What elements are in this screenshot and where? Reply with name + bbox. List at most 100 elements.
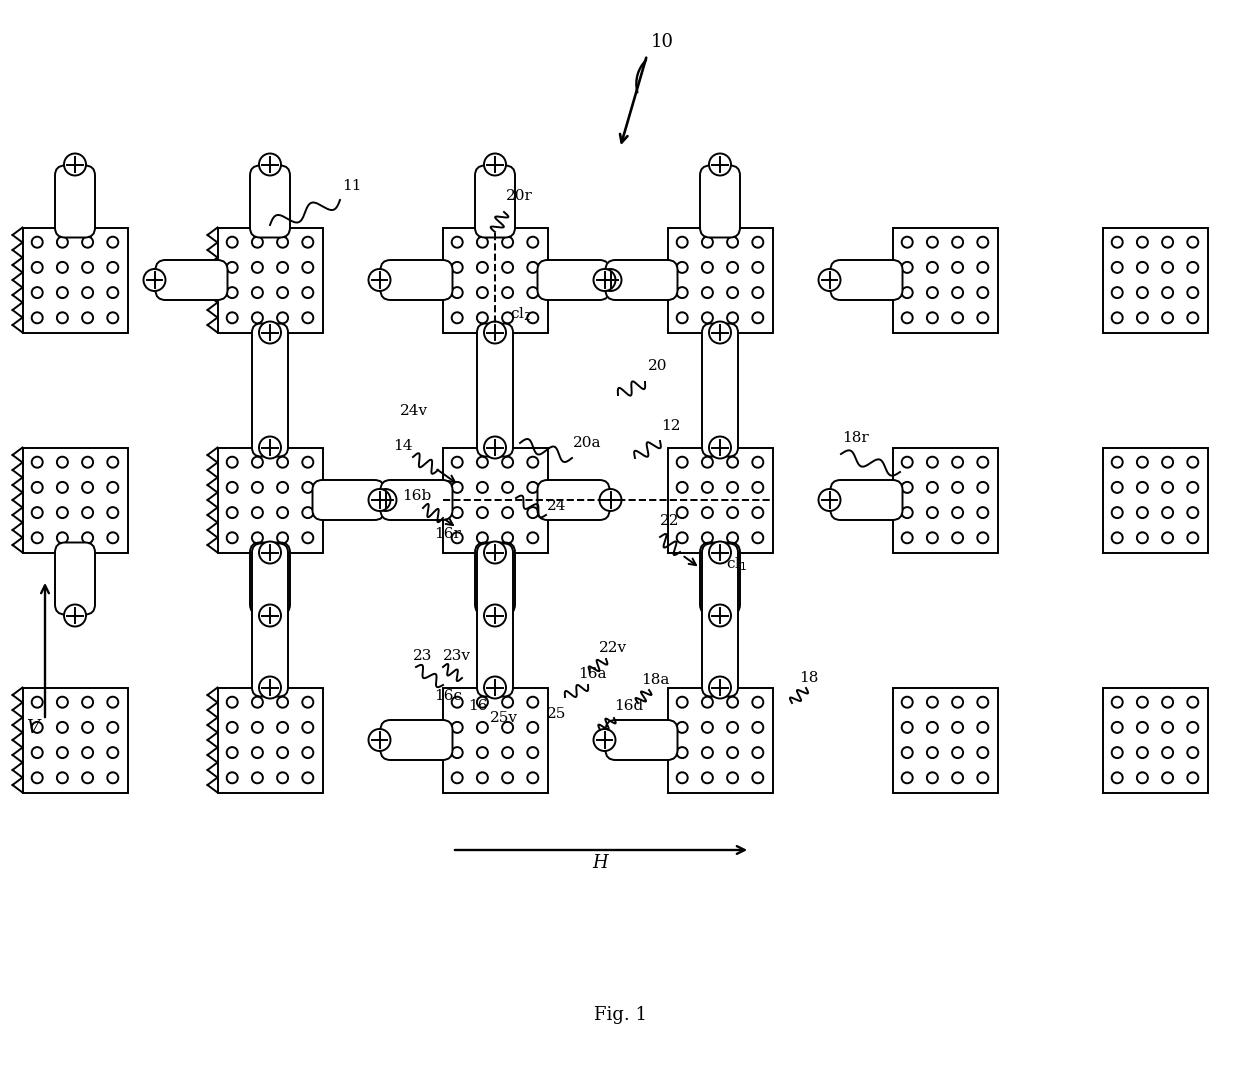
Circle shape — [259, 153, 281, 176]
Circle shape — [952, 482, 963, 493]
Circle shape — [1162, 747, 1173, 759]
Circle shape — [252, 262, 263, 273]
Circle shape — [252, 722, 263, 733]
Circle shape — [753, 722, 764, 733]
Bar — [443, 688, 548, 793]
Circle shape — [82, 262, 93, 273]
Circle shape — [952, 457, 963, 468]
Circle shape — [303, 262, 314, 273]
Bar — [667, 688, 773, 793]
Circle shape — [303, 482, 314, 493]
Circle shape — [484, 604, 506, 627]
Circle shape — [1188, 312, 1198, 323]
Circle shape — [952, 773, 963, 783]
Circle shape — [484, 437, 506, 458]
Text: cl$_1$: cl$_1$ — [725, 555, 748, 573]
Circle shape — [727, 722, 738, 733]
Circle shape — [677, 747, 688, 759]
Bar — [22, 688, 128, 793]
Circle shape — [303, 722, 314, 733]
FancyBboxPatch shape — [831, 480, 903, 520]
FancyBboxPatch shape — [605, 720, 677, 760]
Circle shape — [32, 457, 42, 468]
Circle shape — [928, 237, 937, 248]
FancyBboxPatch shape — [537, 260, 610, 300]
Circle shape — [702, 457, 713, 468]
Circle shape — [227, 696, 238, 708]
Circle shape — [108, 237, 118, 248]
FancyBboxPatch shape — [155, 260, 227, 300]
Circle shape — [952, 722, 963, 733]
Circle shape — [727, 237, 738, 248]
Circle shape — [57, 696, 68, 708]
Text: 25: 25 — [547, 707, 567, 721]
Circle shape — [599, 489, 621, 511]
Circle shape — [502, 773, 513, 783]
Circle shape — [977, 722, 988, 733]
Bar — [217, 688, 322, 793]
Circle shape — [1112, 262, 1122, 273]
Circle shape — [451, 722, 463, 733]
Circle shape — [594, 269, 615, 291]
Circle shape — [977, 532, 988, 543]
Circle shape — [1188, 457, 1198, 468]
Circle shape — [303, 288, 314, 298]
FancyBboxPatch shape — [252, 323, 288, 456]
Circle shape — [677, 508, 688, 518]
Circle shape — [727, 262, 738, 273]
Circle shape — [677, 696, 688, 708]
Circle shape — [277, 457, 288, 468]
Circle shape — [477, 312, 487, 323]
Circle shape — [451, 773, 463, 783]
Circle shape — [709, 437, 732, 458]
Circle shape — [1188, 696, 1198, 708]
Circle shape — [753, 747, 764, 759]
FancyBboxPatch shape — [477, 323, 513, 456]
Text: 22: 22 — [660, 514, 680, 528]
Circle shape — [753, 457, 764, 468]
Text: 23: 23 — [413, 649, 433, 663]
Circle shape — [1188, 773, 1198, 783]
Circle shape — [32, 262, 42, 273]
Bar — [1102, 688, 1208, 793]
Circle shape — [252, 508, 263, 518]
Circle shape — [82, 312, 93, 323]
Circle shape — [1137, 773, 1148, 783]
Circle shape — [709, 604, 732, 627]
FancyBboxPatch shape — [831, 260, 903, 300]
FancyBboxPatch shape — [475, 165, 515, 237]
Circle shape — [727, 482, 738, 493]
Circle shape — [82, 773, 93, 783]
Circle shape — [451, 312, 463, 323]
FancyBboxPatch shape — [381, 260, 453, 300]
Circle shape — [303, 237, 314, 248]
Circle shape — [1137, 532, 1148, 543]
Circle shape — [64, 604, 86, 627]
Circle shape — [252, 237, 263, 248]
Circle shape — [259, 437, 281, 458]
Circle shape — [57, 532, 68, 543]
Text: 12: 12 — [661, 418, 681, 433]
Circle shape — [928, 288, 937, 298]
Text: cl$_2$: cl$_2$ — [510, 305, 531, 323]
Circle shape — [1137, 312, 1148, 323]
Circle shape — [1188, 532, 1198, 543]
Circle shape — [227, 773, 238, 783]
Circle shape — [477, 288, 487, 298]
Bar — [667, 447, 773, 553]
Circle shape — [527, 747, 538, 759]
Circle shape — [277, 773, 288, 783]
Text: 24v: 24v — [401, 405, 428, 418]
Circle shape — [1188, 722, 1198, 733]
Circle shape — [702, 312, 713, 323]
Circle shape — [1137, 722, 1148, 733]
FancyBboxPatch shape — [537, 480, 610, 520]
Circle shape — [303, 312, 314, 323]
Circle shape — [32, 237, 42, 248]
Circle shape — [1162, 773, 1173, 783]
Circle shape — [477, 262, 487, 273]
Circle shape — [57, 262, 68, 273]
Circle shape — [502, 312, 513, 323]
Circle shape — [527, 532, 538, 543]
Circle shape — [32, 508, 42, 518]
